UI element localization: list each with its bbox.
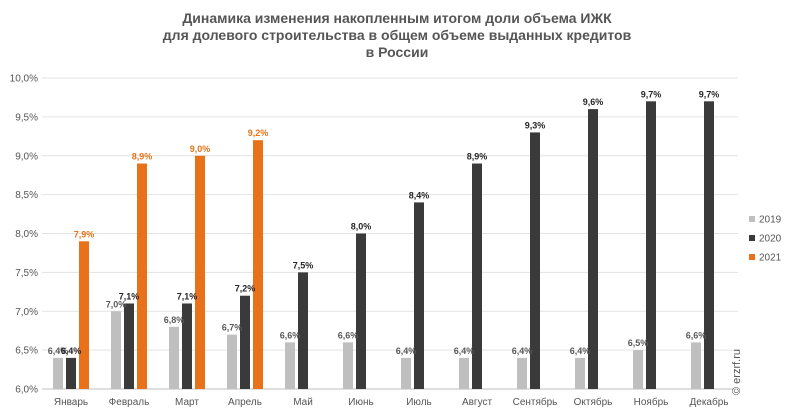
bar-2020-12 xyxy=(704,101,714,389)
data-label: 9,7% xyxy=(641,89,662,99)
bar-2020-7 xyxy=(414,202,424,389)
y-tick-label: 8,5% xyxy=(15,190,38,201)
bar-2020-11 xyxy=(646,101,656,389)
bar-2019-4 xyxy=(227,334,237,389)
bar-2019-11 xyxy=(633,350,643,389)
data-label: 8,9% xyxy=(132,152,153,162)
bar-2020-10 xyxy=(588,109,598,389)
legend: 2019 2020 2021 xyxy=(749,215,782,264)
data-label: 6,4% xyxy=(512,346,533,356)
y-tick-label: 9,0% xyxy=(15,151,38,162)
bar-2019-10 xyxy=(575,357,585,389)
data-label: 9,6% xyxy=(583,97,604,107)
bar-2021-3 xyxy=(195,155,205,389)
bar-2019-12 xyxy=(691,342,701,389)
x-tick-label: Январь xyxy=(54,397,88,408)
x-tick-label: Февраль xyxy=(109,397,150,408)
bar-2021-4 xyxy=(253,140,263,389)
data-label: 9,3% xyxy=(525,120,546,130)
chart-title: Динамика изменения накопленным итогом до… xyxy=(163,10,632,60)
legend-label: 2019 xyxy=(759,215,782,226)
bars xyxy=(53,101,714,390)
chart-title-line: для долевого строительства в общем объем… xyxy=(163,27,632,43)
bar-2020-5 xyxy=(298,272,308,389)
data-label: 9,0% xyxy=(190,144,211,154)
data-label: 6,4% xyxy=(61,346,82,356)
data-label: 9,2% xyxy=(248,128,269,138)
y-tick-label: 7,5% xyxy=(15,268,38,279)
legend-label: 2021 xyxy=(759,253,782,264)
bar-2019-6 xyxy=(343,342,353,389)
bar-2019-3 xyxy=(169,326,179,389)
x-tick-label: Октябрь xyxy=(574,396,613,408)
data-label: 6,6% xyxy=(686,330,707,340)
legend-swatch-2020 xyxy=(749,235,755,241)
data-labels: 6,4%6,4%7,9%7,0%7,1%8,9%6,8%7,1%9,0%6,7%… xyxy=(48,89,720,356)
chart-title-line: в России xyxy=(366,44,429,60)
x-tick-label: Август xyxy=(462,397,493,408)
x-tick-label: Апрель xyxy=(228,397,262,408)
data-label: 9,7% xyxy=(699,89,720,99)
bar-2019-5 xyxy=(285,342,295,389)
bar-2019-9 xyxy=(517,357,527,389)
x-tick-label: Ноябрь xyxy=(634,396,669,408)
x-axis-ticks: Январь Февраль Март Апрель Май Июнь Июль Август… xyxy=(54,396,729,408)
bar-2020-1 xyxy=(66,357,76,389)
y-tick-label: 6,5% xyxy=(15,346,38,357)
y-tick-label: 8,0% xyxy=(15,229,38,240)
y-tick-label: 6,0% xyxy=(15,385,38,396)
watermark: © erzrf.ru xyxy=(731,349,743,395)
data-label: 7,9% xyxy=(74,229,95,239)
data-label: 8,9% xyxy=(467,152,488,162)
bar-2019-7 xyxy=(401,357,411,389)
y-tick-label: 9,5% xyxy=(15,112,38,123)
data-label: 6,8% xyxy=(164,315,185,325)
x-tick-label: Март xyxy=(175,397,199,408)
data-label: 6,4% xyxy=(570,346,591,356)
x-tick-label: Май xyxy=(293,397,313,408)
y-axis-ticks: 6,0% 6,5% 7,0% 7,5% 8,0% 8,5% 9,0% 9,5% 10,0% xyxy=(10,74,38,396)
legend-label: 2020 xyxy=(759,234,782,245)
data-label: 6,7% xyxy=(222,323,243,333)
bar-2020-2 xyxy=(124,303,134,389)
bar-2020-4 xyxy=(240,295,250,389)
data-label: 7,1% xyxy=(119,291,140,301)
y-tick-label: 7,0% xyxy=(15,307,38,318)
x-tick-label: Июнь xyxy=(348,397,373,408)
data-label: 6,6% xyxy=(280,330,301,340)
data-label: 8,4% xyxy=(409,190,430,200)
x-tick-label: Декабрь xyxy=(690,396,729,408)
data-label: 7,5% xyxy=(293,260,314,270)
x-tick-label: Сентябрь xyxy=(513,396,558,408)
bar-2021-2 xyxy=(137,163,147,389)
data-label: 6,5% xyxy=(628,338,649,348)
data-label: 6,6% xyxy=(338,330,359,340)
data-label: 6,4% xyxy=(48,346,69,356)
data-label: 7,2% xyxy=(235,284,256,294)
bar-2019-2 xyxy=(111,311,121,389)
bar-2019-1 xyxy=(53,357,63,389)
bar-2021-1 xyxy=(79,241,89,389)
data-label: 7,1% xyxy=(177,291,198,301)
data-label: 8,0% xyxy=(351,222,372,232)
gridlines xyxy=(42,77,738,390)
legend-swatch-2019 xyxy=(749,216,755,222)
bar-2020-3 xyxy=(182,303,192,389)
legend-swatch-2021 xyxy=(749,254,755,260)
data-label: 6,4% xyxy=(454,346,475,356)
bar-2020-9 xyxy=(530,132,540,390)
x-tick-label: Июль xyxy=(406,397,432,408)
y-tick-label: 10,0% xyxy=(10,74,38,85)
data-label: 6,4% xyxy=(396,346,417,356)
bar-2020-6 xyxy=(356,233,366,389)
bar-2019-8 xyxy=(459,357,469,389)
data-label: 7,0% xyxy=(106,299,127,309)
bar-2020-8 xyxy=(472,163,482,389)
chart-title-line: Динамика изменения накопленным итогом до… xyxy=(182,10,612,26)
